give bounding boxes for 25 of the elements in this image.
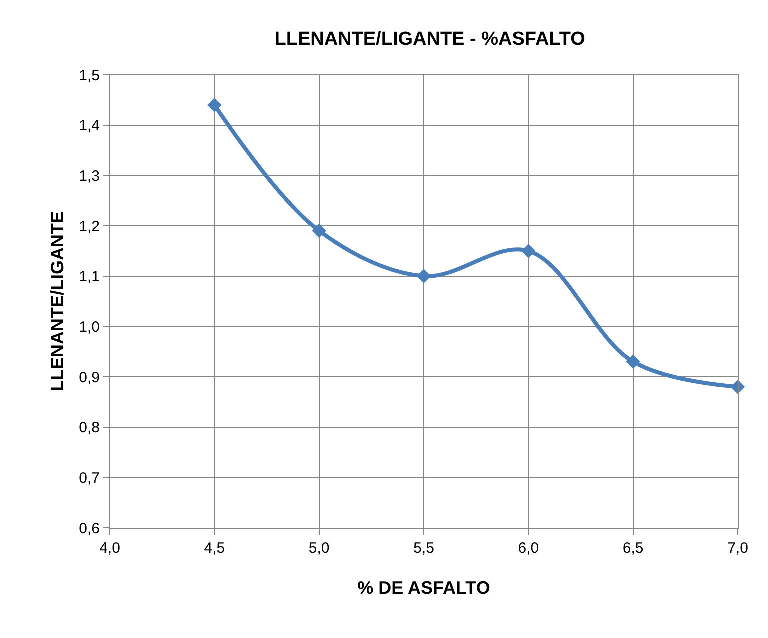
- point: [522, 244, 536, 258]
- y-tick-label: 1,4: [79, 118, 100, 135]
- y-tick-label: 1,5: [79, 67, 100, 84]
- x-tick-label: 4,5: [204, 540, 226, 557]
- y-tick-label: 0,6: [79, 520, 100, 538]
- y-tick-label: 1,1: [79, 268, 100, 286]
- y-tick-label: 1,3: [79, 168, 100, 185]
- x-tick-label: 7,0: [728, 540, 748, 557]
- x-tick-label: 5,5: [414, 540, 434, 557]
- chart-title: LLENANTE/LIGANTE - %ASFALTO: [274, 29, 586, 50]
- x-axis-title: % DE ASFALTO: [358, 578, 490, 598]
- point: [416, 269, 432, 284]
- x-tick-label: 4,0: [100, 540, 120, 557]
- y-tick-label: 1,0: [79, 318, 100, 336]
- x-tick-label: 6,0: [518, 540, 540, 557]
- y-tick-label: 0,7: [79, 470, 100, 487]
- y-tick-label: 1,2: [79, 218, 100, 236]
- x-tick-label: 6,5: [622, 540, 644, 557]
- x-tick-label: 5,0: [308, 540, 330, 557]
- point: [208, 98, 222, 112]
- point: [626, 354, 640, 370]
- point: [312, 224, 326, 238]
- y-axis-title: LLENANTE/LIGANTE: [47, 212, 68, 392]
- y-tick-label: 0,9: [79, 369, 100, 386]
- y-tick-label: 0,8: [79, 420, 100, 437]
